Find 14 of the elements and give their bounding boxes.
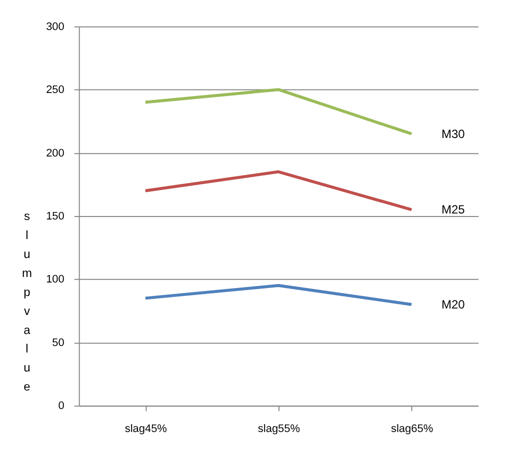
y-tick-label: 50 <box>52 336 64 349</box>
y-tick-label: 100 <box>46 274 64 286</box>
text: M30 <box>441 126 466 141</box>
text: M20 <box>441 298 466 312</box>
x-tick-label: slag55% <box>258 423 300 436</box>
x-tick-label: slag65% <box>391 423 434 436</box>
x-tick-label: slag45% <box>124 423 168 436</box>
y-tick-label: 0 <box>58 400 64 412</box>
y-tick-label: 300 <box>46 20 64 33</box>
y-tick-label: 250 <box>46 84 64 96</box>
y-tick-label: 200 <box>46 147 64 160</box>
y-tick-label: 150 <box>46 210 64 223</box>
text: slump value <box>22 209 32 394</box>
text: M25 <box>441 202 466 217</box>
